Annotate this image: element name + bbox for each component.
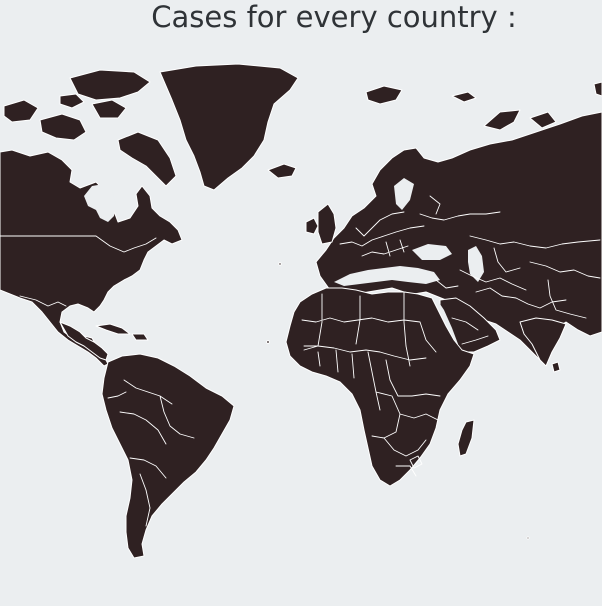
continent-eurasia[interactable] (315, 111, 602, 363)
arabia-borders (451, 317, 489, 345)
island-cape-verde (266, 340, 270, 344)
black-sea (412, 244, 452, 260)
continent-africa[interactable] (285, 287, 475, 487)
island-ellesmere[interactable] (69, 69, 151, 101)
region-india[interactable] (519, 317, 567, 367)
region-central-america[interactable] (59, 321, 109, 361)
island-victoria[interactable] (39, 113, 87, 141)
island-iceland[interactable] (267, 163, 297, 179)
island-hispaniola[interactable] (131, 333, 149, 341)
south-america-borders (107, 379, 195, 527)
island-sri-lanka[interactable] (551, 361, 561, 373)
page-title: Cases for every country : (151, 0, 517, 34)
mediterranean-sea (334, 266, 440, 286)
island-greenland[interactable] (159, 63, 299, 191)
island-ireland[interactable] (305, 217, 319, 235)
island-severnaya[interactable] (529, 111, 557, 129)
island-azores (278, 262, 282, 266)
island-baffin[interactable] (117, 131, 177, 187)
island-new-siberian[interactable] (593, 81, 602, 97)
continent-south-america[interactable] (101, 353, 235, 559)
island-devon[interactable] (91, 99, 127, 119)
africa-borders (301, 291, 441, 477)
us-mexico-border (19, 295, 67, 307)
island-franz-josef[interactable] (451, 91, 477, 103)
baltic-sea (394, 178, 414, 210)
island-arctic-small[interactable] (59, 93, 85, 109)
caspian-sea (468, 246, 484, 282)
hudson-bay (84, 184, 116, 222)
eurasia-borders (339, 195, 601, 319)
island-south-atlantic (526, 536, 530, 540)
island-great-britain[interactable] (317, 203, 337, 245)
island-svalbard[interactable] (365, 85, 403, 105)
us-canada-border (0, 235, 157, 253)
continent-north-america[interactable] (0, 149, 183, 367)
lesotho-border (409, 455, 423, 469)
island-novaya-zemlya[interactable] (483, 109, 521, 131)
island-madagascar[interactable] (457, 419, 475, 457)
island-banks[interactable] (3, 99, 39, 123)
country-cuba[interactable] (95, 323, 131, 335)
